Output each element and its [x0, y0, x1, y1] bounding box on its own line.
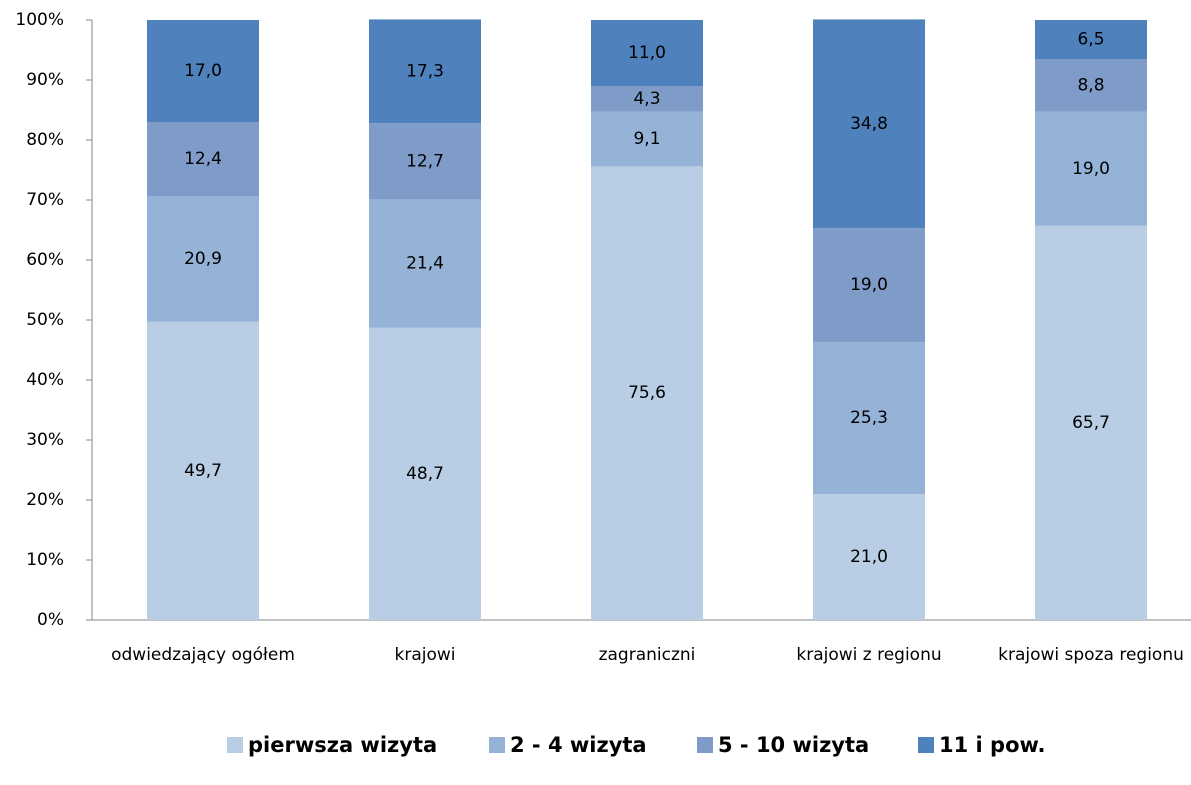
bar-segment — [369, 327, 481, 620]
data-label: 65,7 — [1072, 413, 1110, 433]
data-label: 19,0 — [1072, 159, 1110, 179]
y-tick-label: 90% — [26, 70, 64, 90]
legend-label: 5 - 10 wizyta — [718, 733, 869, 757]
data-label: 17,3 — [406, 61, 444, 81]
data-label: 49,7 — [184, 461, 222, 481]
bar-segment — [1035, 111, 1147, 226]
bar-segment — [147, 20, 259, 122]
data-label: 12,7 — [406, 151, 444, 171]
bar-segment — [369, 199, 481, 328]
data-label: 6,5 — [1077, 30, 1104, 50]
bar-segment — [1035, 225, 1147, 621]
legend-label: 2 - 4 wizyta — [510, 733, 647, 757]
bar-segment — [591, 166, 703, 620]
legend-swatch — [227, 737, 243, 753]
bar-segment — [813, 19, 925, 229]
y-tick-label: 60% — [26, 250, 64, 270]
y-tick-label: 40% — [26, 370, 64, 390]
x-tick-label: krajowi z regionu — [796, 645, 941, 665]
x-tick-label: zagraniczni — [599, 645, 696, 665]
bar-segment — [369, 123, 481, 200]
y-tick-label: 20% — [26, 490, 64, 510]
bar-segment — [591, 86, 703, 112]
y-tick-label: 10% — [26, 550, 64, 570]
x-tick-label: krajowi spoza regionu — [998, 645, 1184, 665]
data-label: 48,7 — [406, 464, 444, 484]
legend-label: 11 i pow. — [939, 733, 1046, 757]
y-tick-label: 0% — [37, 610, 64, 630]
legend-swatch — [697, 737, 713, 753]
data-label: 8,8 — [1077, 75, 1104, 95]
y-tick-label: 50% — [26, 310, 64, 330]
data-label: 4,3 — [633, 89, 660, 109]
bar-segment — [369, 19, 481, 124]
data-label: 19,0 — [850, 275, 888, 295]
bar-segment — [813, 342, 925, 494]
y-tick-label: 30% — [26, 430, 64, 450]
data-label: 9,1 — [633, 129, 660, 149]
bar-segment — [147, 321, 259, 620]
bar-segment — [1035, 20, 1147, 59]
bar-segment — [813, 494, 925, 620]
x-tick-label: odwiedzający ogółem — [111, 645, 295, 665]
legend-label: pierwsza wizyta — [248, 733, 437, 757]
data-label: 11,0 — [628, 43, 666, 63]
bar-segment — [1035, 59, 1147, 112]
x-tick-label: krajowi — [394, 645, 455, 665]
bar-segment — [591, 20, 703, 86]
bar-segment — [147, 196, 259, 322]
bar-segment — [147, 122, 259, 197]
data-label: 17,0 — [184, 61, 222, 81]
y-tick-label: 70% — [26, 190, 64, 210]
bar-segment — [813, 228, 925, 343]
data-label: 34,8 — [850, 114, 888, 134]
y-tick-label: 80% — [26, 130, 64, 150]
data-label: 20,9 — [184, 249, 222, 269]
legend-swatch — [489, 737, 505, 753]
bar-segment — [591, 111, 703, 167]
y-tick-label: 100% — [15, 10, 64, 30]
data-label: 25,3 — [850, 408, 888, 428]
data-label: 75,6 — [628, 383, 666, 403]
data-label: 21,4 — [406, 254, 444, 274]
data-label: 21,0 — [850, 547, 888, 567]
data-label: 12,4 — [184, 149, 222, 169]
legend-swatch — [918, 737, 934, 753]
